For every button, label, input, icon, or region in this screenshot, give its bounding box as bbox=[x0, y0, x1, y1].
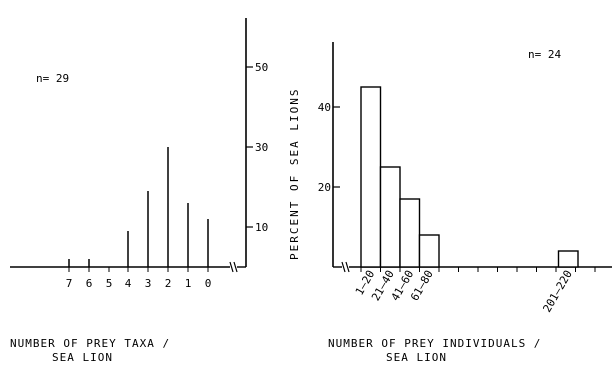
left-y-tick-label-30: 30 bbox=[255, 141, 268, 154]
right-bar-201–220 bbox=[557, 250, 579, 268]
left-y-tick-label-10: 10 bbox=[255, 221, 268, 234]
left-axis-break-1 bbox=[229, 261, 234, 273]
right-bars bbox=[360, 86, 579, 268]
left-axis-break-2 bbox=[233, 261, 238, 273]
right-axis-break-1 bbox=[341, 261, 346, 273]
right-axis-break-2 bbox=[345, 261, 350, 273]
right-bar-21–40 bbox=[379, 166, 401, 268]
right-bar-1–20 bbox=[360, 86, 382, 268]
left-y-ticks: 50 30 10 bbox=[246, 61, 268, 234]
left-sample-size: n= 29 bbox=[36, 72, 69, 85]
right-sample-size: n= 24 bbox=[528, 48, 561, 61]
left-bars bbox=[68, 147, 209, 267]
right-y-tick-label-20: 20 bbox=[318, 181, 331, 194]
right-panel-prey-individuals: PERCENT OF SEA LIONS 1–2021–4041–6061–80… bbox=[288, 42, 612, 364]
left-x-tick-label-0: 0 bbox=[205, 277, 212, 290]
right-y-tick-label-40: 40 bbox=[318, 101, 331, 114]
right-x-minor-ticks bbox=[360, 267, 596, 272]
right-y-axis-label: PERCENT OF SEA LIONS bbox=[288, 88, 301, 260]
left-x-tick-label-6: 6 bbox=[86, 277, 93, 290]
left-x-tick-label-3: 3 bbox=[145, 277, 152, 290]
right-bar-61–80 bbox=[418, 234, 440, 268]
right-x-axis-label-line1: NUMBER OF PREY INDIVIDUALS / bbox=[328, 337, 541, 350]
right-bar-41–60 bbox=[399, 198, 421, 268]
left-x-axis-label-line1: NUMBER OF PREY TAXA / bbox=[10, 337, 170, 350]
right-y-ticks: 40 20 bbox=[318, 101, 340, 194]
left-x-axis-label-line2: SEA LION bbox=[52, 351, 113, 364]
left-x-tick-label-7: 7 bbox=[66, 277, 73, 290]
right-x-tick-label-201–220: 201–220 bbox=[540, 268, 574, 315]
left-x-tick-label-2: 2 bbox=[165, 277, 172, 290]
left-x-tick-label-5: 5 bbox=[106, 277, 113, 290]
left-x-tick-label-4: 4 bbox=[125, 277, 132, 290]
left-y-tick-label-50: 50 bbox=[255, 61, 268, 74]
right-x-axis-label-line2: SEA LION bbox=[386, 351, 447, 364]
left-x-tick-label-1: 1 bbox=[185, 277, 192, 290]
